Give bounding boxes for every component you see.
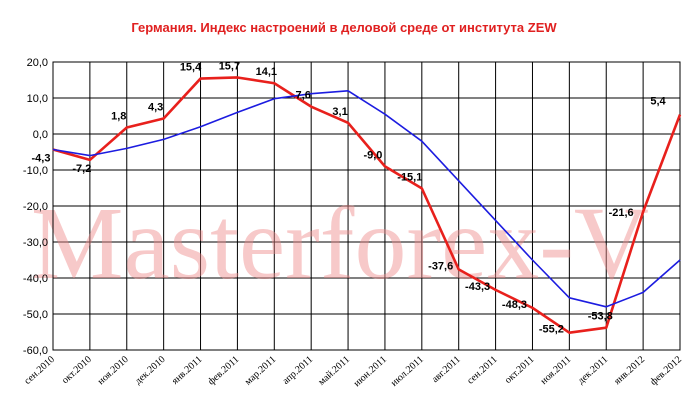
y-tick-label: -30,0 (23, 237, 48, 249)
x-tick-label: дек.2010 (133, 354, 168, 387)
data-label: -55,2 (539, 324, 564, 336)
y-tick-label: -20,0 (23, 201, 48, 213)
x-tick-label: окт.2010 (60, 354, 94, 386)
y-tick-label: -10,0 (23, 165, 48, 177)
data-label: -21,6 (609, 207, 634, 219)
data-label: -53,8 (588, 311, 613, 323)
x-tick-label: апр.2011 (280, 354, 315, 387)
x-tick-label: сен.2010 (22, 354, 57, 387)
x-tick-label: июн.2011 (352, 354, 389, 389)
data-label: 4,3 (148, 102, 163, 114)
data-label: 15,7 (219, 60, 240, 72)
plot-area-frame (52, 61, 681, 351)
x-tick-label: фев.2012 (648, 354, 684, 388)
x-tick-label: сен.2011 (465, 354, 499, 387)
x-tick-label: ноя.2011 (539, 354, 574, 387)
data-labels: -4,3 -7,2 1,8 4,3 15,4 15,7 14,1 7,6 3,1 -9,0 -15,… (32, 60, 667, 335)
data-label: -15,1 (397, 171, 422, 183)
y-tick-label: -60,0 (23, 345, 48, 357)
data-label: 3,1 (332, 106, 347, 118)
x-tick-label: июл.2011 (389, 354, 426, 389)
y-tick-label: -50,0 (23, 309, 48, 321)
x-tick-label: мар.2011 (243, 354, 278, 387)
x-tick-label: янв.2011 (170, 354, 205, 387)
data-label: -37,6 (428, 260, 453, 272)
data-label: -4,3 (32, 152, 51, 164)
data-label: -43,3 (465, 281, 490, 293)
x-tick-label: авг.2011 (430, 354, 463, 385)
x-tick-label: дек.2011 (576, 354, 610, 387)
y-tick-label: -40,0 (23, 273, 48, 285)
x-tick-label: фев.2011 (206, 354, 241, 387)
data-label: 1,8 (111, 111, 126, 123)
trend-line (52, 90, 681, 308)
data-label: -48,3 (502, 299, 527, 311)
x-tick-label: май.2011 (316, 354, 352, 388)
data-label: -9,0 (363, 149, 382, 161)
x-tick-label: ноя.2010 (96, 354, 131, 387)
x-tick-label: янв.2012 (612, 354, 647, 387)
y-tick-label: 0,0 (33, 129, 48, 141)
zew-index-line (52, 76, 682, 335)
data-label: 5,4 (650, 96, 666, 108)
watermark-text: Masterforex-V (31, 186, 649, 301)
y-tick-label: 10,0 (27, 93, 48, 105)
data-label: 7,6 (296, 90, 311, 102)
data-label: 14,1 (256, 66, 277, 78)
data-label: 15,4 (180, 62, 202, 74)
y-tick-label: 20,0 (27, 57, 48, 69)
series-lines (52, 76, 682, 335)
data-label: -7,2 (72, 163, 91, 175)
x-tick-label: окт.2011 (503, 354, 537, 386)
chart-title: Германия. Индекс настроений в деловой ср… (131, 20, 557, 35)
